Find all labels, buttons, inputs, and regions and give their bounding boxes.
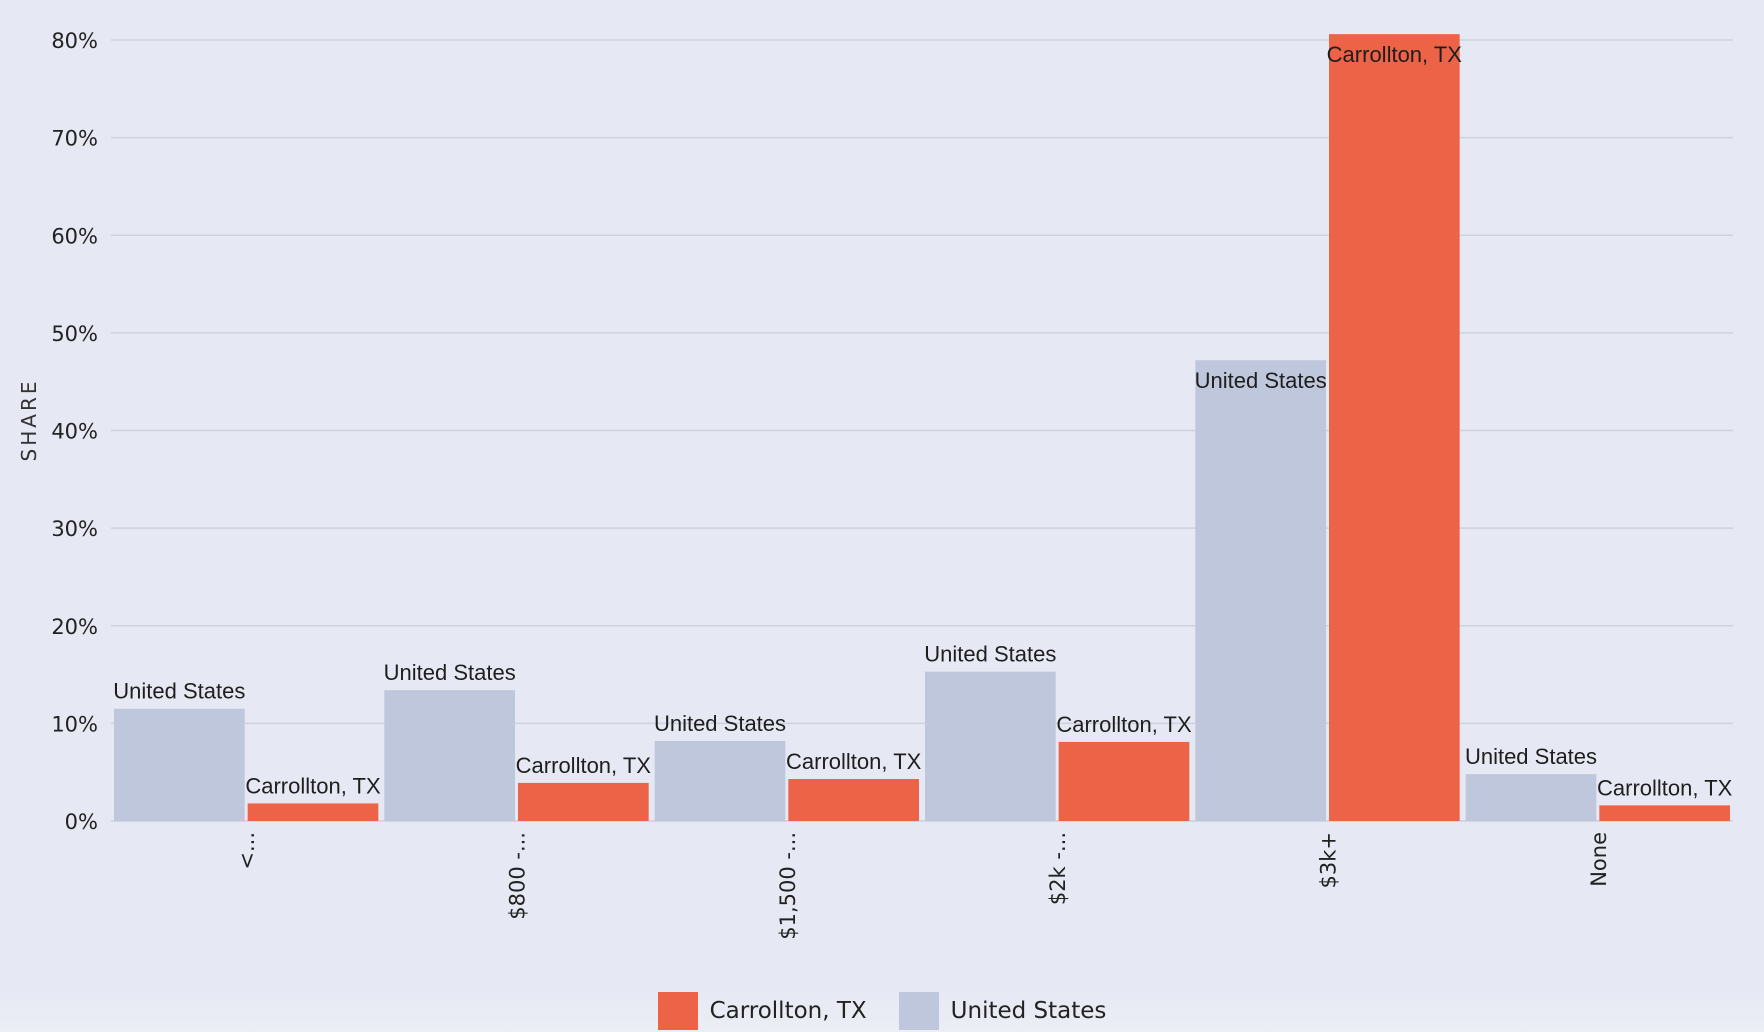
bar-label: United States [924,642,1056,667]
y-tick-label: 80% [51,29,98,53]
bar-united-states[interactable] [925,671,1056,821]
legend-swatch-carrollton [657,992,698,1030]
legend: Carrollton, TX United States [0,990,1764,1032]
y-tick-label: 0% [65,810,98,834]
bar-carrollton-tx[interactable] [518,782,649,821]
x-tick-label: $800 -... [506,832,530,920]
x-tick-label: $1,500 -... [776,832,800,940]
y-tick-label: 30% [51,517,98,541]
x-tick-label: <... [235,832,259,870]
x-tick-label: $3k+ [1317,832,1341,888]
y-tick-label: 20% [51,615,98,639]
y-tick-label: 50% [51,322,98,346]
y-tick-label: 70% [51,127,98,151]
bar-label: Carrollton, TX [786,749,922,774]
bar-carrollton-tx[interactable] [1058,741,1190,821]
bar-label: United States [384,660,516,685]
bar-label: Carrollton, TX [1056,712,1192,737]
bar-united-states[interactable] [1195,360,1326,821]
y-axis-ticks: 0% 10% 20% 30% 40% 50% 60% 70% 80% [51,29,98,834]
bar-label: United States [654,711,786,736]
legend-label-united-states: United States [950,998,1107,1024]
bar-united-states[interactable] [114,708,245,821]
bar-label: Carrollton, TX [1597,775,1733,800]
bar-united-states[interactable] [654,740,786,821]
legend-item-carrollton[interactable]: Carrollton, TX [657,992,867,1030]
x-tick-label: None [1587,832,1611,887]
bar-united-states[interactable] [1465,774,1597,821]
bar-united-states[interactable] [384,690,515,821]
bar-label: United States [113,679,245,704]
x-axis-ticks: <... $800 -... $1,500 -... $2k -... $3k+ None [235,832,1611,940]
y-tick-label: 40% [51,420,98,444]
x-tick-label: $2k -... [1046,832,1070,905]
bar-label: Carrollton, TX [516,753,652,778]
bar-label: Carrollton, TX [245,773,381,798]
bar-label: United States [1465,744,1597,769]
legend-swatch-united-states [898,992,939,1030]
bars [114,34,1730,821]
gridlines [111,39,1733,822]
bar-carrollton-tx[interactable] [247,803,379,821]
bar-carrollton-tx[interactable] [788,779,919,821]
bar-carrollton-tx[interactable] [1329,34,1460,821]
y-tick-label: 10% [51,712,98,736]
legend-item-united-states[interactable]: United States [898,992,1107,1030]
bar-label: Carrollton, TX [1327,42,1463,67]
y-axis-title: SHARE [17,379,41,462]
bar-label: United States [1195,368,1327,393]
y-tick-label: 60% [51,224,98,248]
bar-carrollton-tx[interactable] [1599,805,1730,821]
legend-label-carrollton: Carrollton, TX [709,998,867,1024]
